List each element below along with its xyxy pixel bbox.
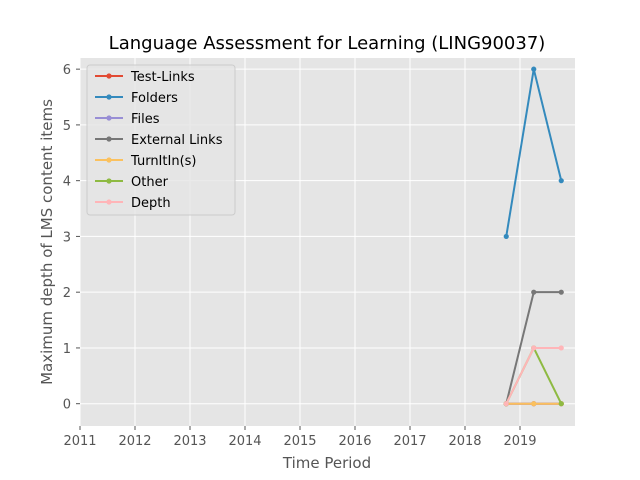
y-tick-label: 2: [63, 286, 71, 301]
y-tick-label: 4: [63, 175, 71, 190]
legend-label: TurnItIn(s): [130, 154, 196, 169]
legend-swatch-marker: [106, 115, 112, 121]
legend: Test-Links Folders Files External Links Turn…: [86, 64, 236, 216]
data-point-folders: [531, 66, 537, 72]
x-tick-label: 2017: [393, 434, 426, 449]
y-tick-label: 5: [63, 119, 71, 134]
legend-swatch-marker: [106, 94, 112, 100]
legend-item: Files: [95, 112, 160, 127]
legend-label: Test-Links: [130, 70, 195, 85]
y-tick-label: 1: [63, 342, 71, 357]
data-point-depth: [558, 345, 564, 351]
x-tick-label: 2011: [63, 434, 96, 449]
legend-swatch-marker: [106, 199, 112, 205]
y-tick-label: 3: [63, 230, 71, 245]
legend-item: External Links: [95, 133, 223, 148]
series-depth: [503, 345, 564, 407]
legend-label: Depth: [131, 196, 171, 211]
x-axis-label: Time Period: [282, 454, 371, 472]
legend-label: Files: [131, 112, 160, 127]
legend-label: Other: [131, 175, 169, 190]
x-tick-label: 2018: [448, 434, 481, 449]
data-point-depth: [503, 401, 509, 407]
x-tick-label: 2014: [228, 434, 261, 449]
chart-title: Language Assessment for Learning (LING90…: [109, 33, 546, 54]
data-point-depth: [531, 345, 537, 351]
legend-swatch-marker: [106, 157, 112, 163]
legend-label: Folders: [131, 91, 178, 106]
legend-item: Test-Links: [95, 70, 195, 85]
data-point-external-links: [558, 289, 564, 295]
series-folders: [503, 66, 564, 240]
legend-swatch-marker: [106, 136, 112, 142]
legend-item: Other: [95, 175, 169, 190]
data-point-folders: [558, 178, 564, 184]
legend-box: [86, 64, 236, 216]
series-layer: [503, 66, 564, 407]
legend-item: Depth: [95, 196, 171, 211]
x-tick-label: 2015: [283, 434, 316, 449]
legend-label: External Links: [131, 133, 223, 148]
x-tick-label: 2016: [338, 434, 371, 449]
data-point-other: [558, 401, 564, 407]
legend-swatch-marker: [106, 73, 112, 79]
legend-swatch-marker: [106, 178, 112, 184]
x-axis-ticks: 2011 2012 2013 2014 2015 2016 2017 2018 2019: [63, 426, 537, 449]
data-point-folders: [503, 233, 509, 240]
x-tick-label: 2012: [118, 434, 151, 449]
y-axis-ticks: 0 1 2 3 4 5 6: [63, 63, 80, 413]
data-point-turnitin-s: [531, 401, 537, 407]
y-axis-label: Maximum depth of LMS content items: [38, 99, 56, 385]
x-tick-label: 2019: [503, 434, 536, 449]
y-tick-label: 0: [63, 398, 71, 413]
legend-item: TurnItIn(s): [95, 154, 196, 169]
legend-item: Folders: [95, 91, 178, 106]
data-point-external-links: [531, 289, 537, 295]
y-tick-label: 6: [63, 63, 71, 78]
x-tick-label: 2013: [173, 434, 206, 449]
